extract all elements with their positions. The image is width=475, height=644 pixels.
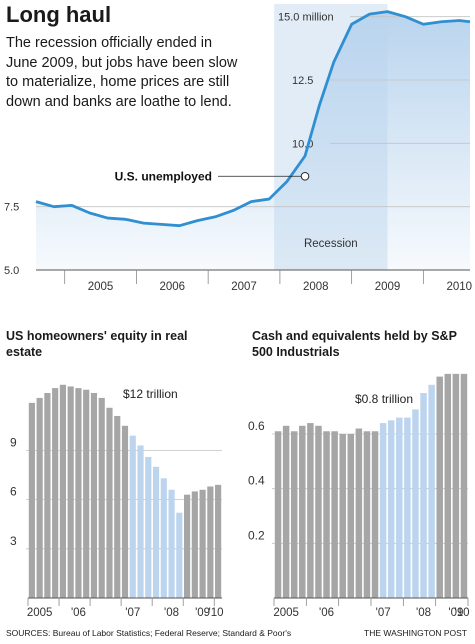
x-tick-label: '08 — [416, 607, 431, 619]
bar — [106, 407, 113, 598]
x-tick-label: '10 — [209, 607, 224, 619]
bar — [379, 423, 387, 598]
bar — [452, 373, 460, 598]
x-tick-label: '09 — [448, 607, 463, 619]
bar — [168, 489, 175, 598]
bar — [59, 384, 66, 598]
bar — [207, 486, 214, 598]
x-tick-label: 2005 — [88, 281, 114, 293]
x-tick-label: '06 — [319, 607, 334, 619]
x-tick-label: '07 — [376, 607, 391, 619]
x-tick-label: 2008 — [303, 281, 329, 293]
y-tick-label: 15.0 million — [278, 12, 334, 24]
y-tick-label: 5.0 — [4, 265, 19, 277]
bar — [215, 484, 222, 598]
bar — [290, 431, 298, 598]
bar — [121, 425, 129, 598]
y-tick-label: 0.2 — [248, 528, 265, 542]
recession-label: Recession — [304, 238, 358, 250]
bar — [98, 397, 105, 598]
bar — [387, 420, 395, 598]
annotation-us-unemployed: U.S. unemployed — [115, 169, 212, 183]
bar — [420, 393, 427, 598]
bar — [339, 434, 346, 598]
bar — [412, 409, 419, 598]
highlight-point — [300, 171, 310, 181]
homeowners-equity-chart-title: US homeowners' equity in real estate — [6, 329, 188, 359]
bar — [160, 478, 167, 598]
credit-line: THE WASHINGTON POST — [364, 628, 467, 638]
sources-note: SOURCES: Bureau of Labor Statistics; Fed… — [6, 628, 292, 638]
bar — [363, 431, 371, 598]
x-tick-label: '09 — [195, 607, 210, 619]
line-area-fill — [36, 11, 470, 270]
x-tick-label: 2007 — [231, 281, 257, 293]
unemployed-line — [35, 10, 471, 228]
bar — [44, 393, 51, 598]
bar — [176, 512, 183, 598]
bar — [129, 435, 136, 598]
x-tick-label: 2005 — [273, 607, 299, 619]
bar — [90, 393, 98, 598]
bar — [137, 445, 144, 598]
page-title: Long haul — [6, 2, 112, 27]
bar-annotation: $0.8 trillion — [355, 392, 413, 406]
bar — [307, 423, 314, 598]
bar — [315, 425, 322, 598]
y-tick-label: 7.5 — [4, 202, 19, 214]
y-tick-label: 3 — [10, 534, 17, 548]
bar — [347, 434, 355, 598]
bar — [36, 397, 43, 598]
x-tick-label: 2005 — [27, 607, 53, 619]
x-tick-label: '07 — [125, 607, 140, 619]
bar — [191, 491, 198, 598]
bar — [83, 389, 90, 598]
bar — [282, 425, 290, 598]
bar — [323, 431, 330, 598]
cash-equivalents-chart-title: Cash and equivalents held by S&P 500 Ind… — [252, 329, 457, 359]
y-tick-label: 12.5 — [292, 75, 313, 87]
bar-annotation: $12 trillion — [123, 387, 178, 401]
bar — [145, 456, 152, 598]
x-tick-label: '08 — [164, 607, 179, 619]
bar — [184, 494, 191, 598]
bar — [274, 431, 282, 598]
bar — [114, 415, 121, 598]
bar — [404, 417, 411, 598]
y-tick-label: 9 — [10, 435, 17, 449]
bar — [436, 376, 443, 598]
page-subtitle: The recession officially ended in June 2… — [6, 35, 238, 110]
cash-equivalents-bar-chart: 0.2 0.4 0.6 2005 '06 '07 '08 '09'10 $0.8 trillio… — [248, 373, 470, 619]
bar — [152, 466, 160, 598]
x-tick-label: 2010 — [446, 281, 472, 293]
bar — [299, 425, 306, 598]
bar — [371, 431, 379, 598]
bar — [75, 388, 82, 598]
bar — [428, 384, 435, 598]
bar — [67, 386, 74, 598]
bar — [460, 373, 468, 598]
bar — [52, 388, 59, 598]
bar — [396, 417, 403, 598]
bar — [355, 428, 363, 598]
x-tick-label: '06 — [71, 607, 86, 619]
bar — [444, 373, 452, 598]
x-tick-label: 2009 — [375, 281, 401, 293]
y-tick-label: 0.4 — [248, 474, 265, 488]
x-tick-label: '10 — [455, 607, 470, 619]
y-tick-label: 6 — [10, 485, 17, 499]
bar — [28, 402, 35, 598]
bar — [331, 431, 338, 598]
bar — [199, 489, 206, 598]
y-tick-label: 0.6 — [248, 419, 265, 433]
x-tick-label: 2006 — [160, 281, 186, 293]
homeowners-equity-bar-chart: 3 6 9 2005 '06 '07 '08 '09'10 $12 trillion — [10, 384, 224, 619]
